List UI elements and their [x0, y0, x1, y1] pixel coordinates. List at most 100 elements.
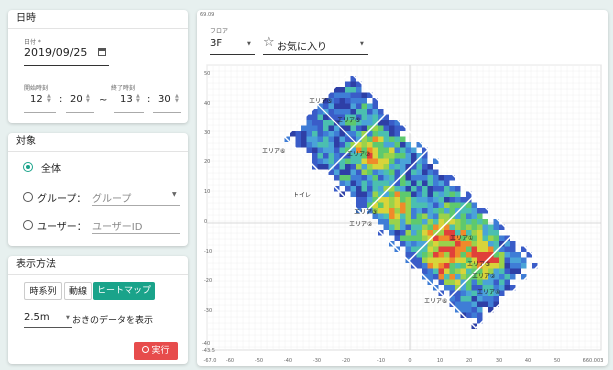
- heatmap-cell: [504, 263, 510, 269]
- heatmap-cell: [323, 164, 329, 170]
- tab-flowline[interactable]: 動線: [64, 282, 92, 300]
- floor-select[interactable]: 3F: [210, 38, 223, 49]
- heatmap-cell: [301, 125, 307, 131]
- heatmap-cell: [471, 246, 477, 252]
- heatmap-cell: [482, 257, 488, 263]
- heatmap-cell: [427, 268, 433, 274]
- end-minute-input[interactable]: 30: [158, 94, 171, 105]
- heatmap-cell: [482, 224, 488, 230]
- calendar-icon[interactable]: [98, 48, 106, 56]
- heatmap-cell: [422, 246, 428, 252]
- run-button[interactable]: 実行: [134, 342, 178, 360]
- heatmap-cell: [405, 186, 411, 192]
- radio-all[interactable]: [23, 162, 33, 172]
- heatmap-cell: [427, 263, 433, 269]
- heatmap-canvas[interactable]: -67.0 -60 -50 -40 -30 -20 -10 0 10 20 30 40 50 660.00…: [197, 10, 608, 366]
- heatmap-cell: [455, 191, 461, 197]
- heatmap-cell: [383, 158, 389, 164]
- area-label: エリア①: [450, 235, 473, 242]
- end-hour-input[interactable]: 13: [120, 94, 133, 105]
- heatmap-cell: [334, 92, 340, 98]
- start-hour-spinner-icon[interactable]: ▲ ▼: [47, 93, 51, 104]
- favorite-dropdown-icon[interactable]: ▼: [360, 41, 364, 47]
- group-dropdown-icon[interactable]: ▼: [172, 191, 177, 198]
- heatmap-cell: [482, 290, 488, 296]
- heatmap-cell: [383, 180, 389, 186]
- area-label: エリア③: [354, 209, 377, 216]
- radio-user-label[interactable]: ユーザー：: [37, 222, 87, 233]
- star-icon[interactable]: ☆: [263, 35, 275, 50]
- heatmap-cell: [361, 114, 367, 120]
- heatmap-cell: [444, 241, 450, 247]
- heatmap-cell: [394, 169, 400, 175]
- heatmap-cell: [334, 125, 340, 131]
- tab-timeseries[interactable]: 時系列: [24, 282, 62, 300]
- user-id-input[interactable]: ユーザーID: [92, 222, 143, 233]
- heatmap-cell: [301, 142, 307, 148]
- heatmap-cell: [312, 136, 318, 142]
- heatmap-cell: [317, 153, 323, 159]
- heatmap-cell: [477, 252, 483, 258]
- date-input[interactable]: 2019/09/25: [24, 46, 88, 59]
- heatmap-cell: [383, 213, 389, 219]
- start-minute-spinner-icon[interactable]: ▲ ▼: [86, 93, 90, 104]
- heatmap-cell: [488, 274, 494, 280]
- heatmap-cell: [367, 191, 373, 197]
- heatmap-cell: [378, 208, 384, 214]
- radio-user[interactable]: [23, 220, 33, 230]
- heatmap-cell: [345, 147, 351, 153]
- heatmap-cell: [400, 169, 406, 175]
- heatmap-cell: [356, 109, 362, 115]
- heatmap-cell: [488, 224, 494, 230]
- heatmap-cell: [345, 87, 351, 93]
- heatmap-cell: [372, 202, 378, 208]
- heatmap-cell: [504, 257, 510, 263]
- area-label: エリア⑦: [347, 151, 371, 158]
- heatmap-cell: [383, 219, 389, 225]
- favorite-select[interactable]: お気に入り: [277, 42, 327, 53]
- heatmap-cell: [455, 274, 461, 280]
- heatmap-cell: [361, 103, 367, 109]
- heatmap-cell: [493, 268, 499, 274]
- heatmap-cell: [433, 252, 439, 258]
- end-hour-spinner-icon[interactable]: ▲ ▼: [136, 93, 140, 104]
- heatmap-cell: [389, 131, 395, 137]
- start-hour-underline: [24, 112, 56, 113]
- interval-select[interactable]: 2.5m: [24, 312, 50, 323]
- start-hour-input[interactable]: 12: [30, 94, 43, 105]
- heatmap-cell: [427, 274, 433, 280]
- interval-suffix: おきのデータを表示: [72, 316, 154, 326]
- heatmap-cell: [460, 202, 466, 208]
- heatmap-cell: [460, 246, 466, 252]
- heatmap-cell: [455, 208, 461, 214]
- heatmap-cell: [499, 274, 505, 280]
- heatmap-cell: [394, 125, 400, 131]
- heatmap-cell: [361, 197, 367, 203]
- start-minute-input[interactable]: 20: [70, 94, 83, 105]
- radio-group[interactable]: [23, 192, 33, 202]
- heatmap-cell: [521, 263, 527, 269]
- end-minute-spinner-icon[interactable]: ▲ ▼: [175, 93, 179, 104]
- heatmap-cell: [444, 213, 450, 219]
- run-button-label: 実行: [151, 346, 170, 356]
- heatmap-cell: [367, 208, 373, 214]
- area-partition: [408, 195, 475, 262]
- heatmap-cell: [328, 147, 334, 153]
- heatmap-cell: [405, 169, 411, 175]
- heatmap-cell: [471, 274, 477, 280]
- heatmap-cell: [416, 257, 422, 263]
- heatmap-cell: [488, 252, 494, 258]
- heatmap-cell: [405, 208, 411, 214]
- heatmap-cell: [466, 268, 472, 274]
- heatmap-cell: [394, 175, 400, 181]
- radio-all-label[interactable]: 全体: [41, 164, 61, 175]
- tab-heatmap[interactable]: ヒートマップ: [93, 282, 155, 300]
- heatmap-cell: [361, 202, 367, 208]
- group-select[interactable]: グループ: [92, 194, 132, 205]
- heatmap-cell: [411, 153, 417, 159]
- floor-dropdown-icon[interactable]: ▼: [247, 41, 251, 47]
- heatmap-cell: [372, 186, 378, 192]
- interval-dropdown-icon[interactable]: ▼: [66, 315, 70, 321]
- heatmap-cell: [444, 235, 450, 241]
- radio-group-label[interactable]: グループ：: [37, 194, 87, 205]
